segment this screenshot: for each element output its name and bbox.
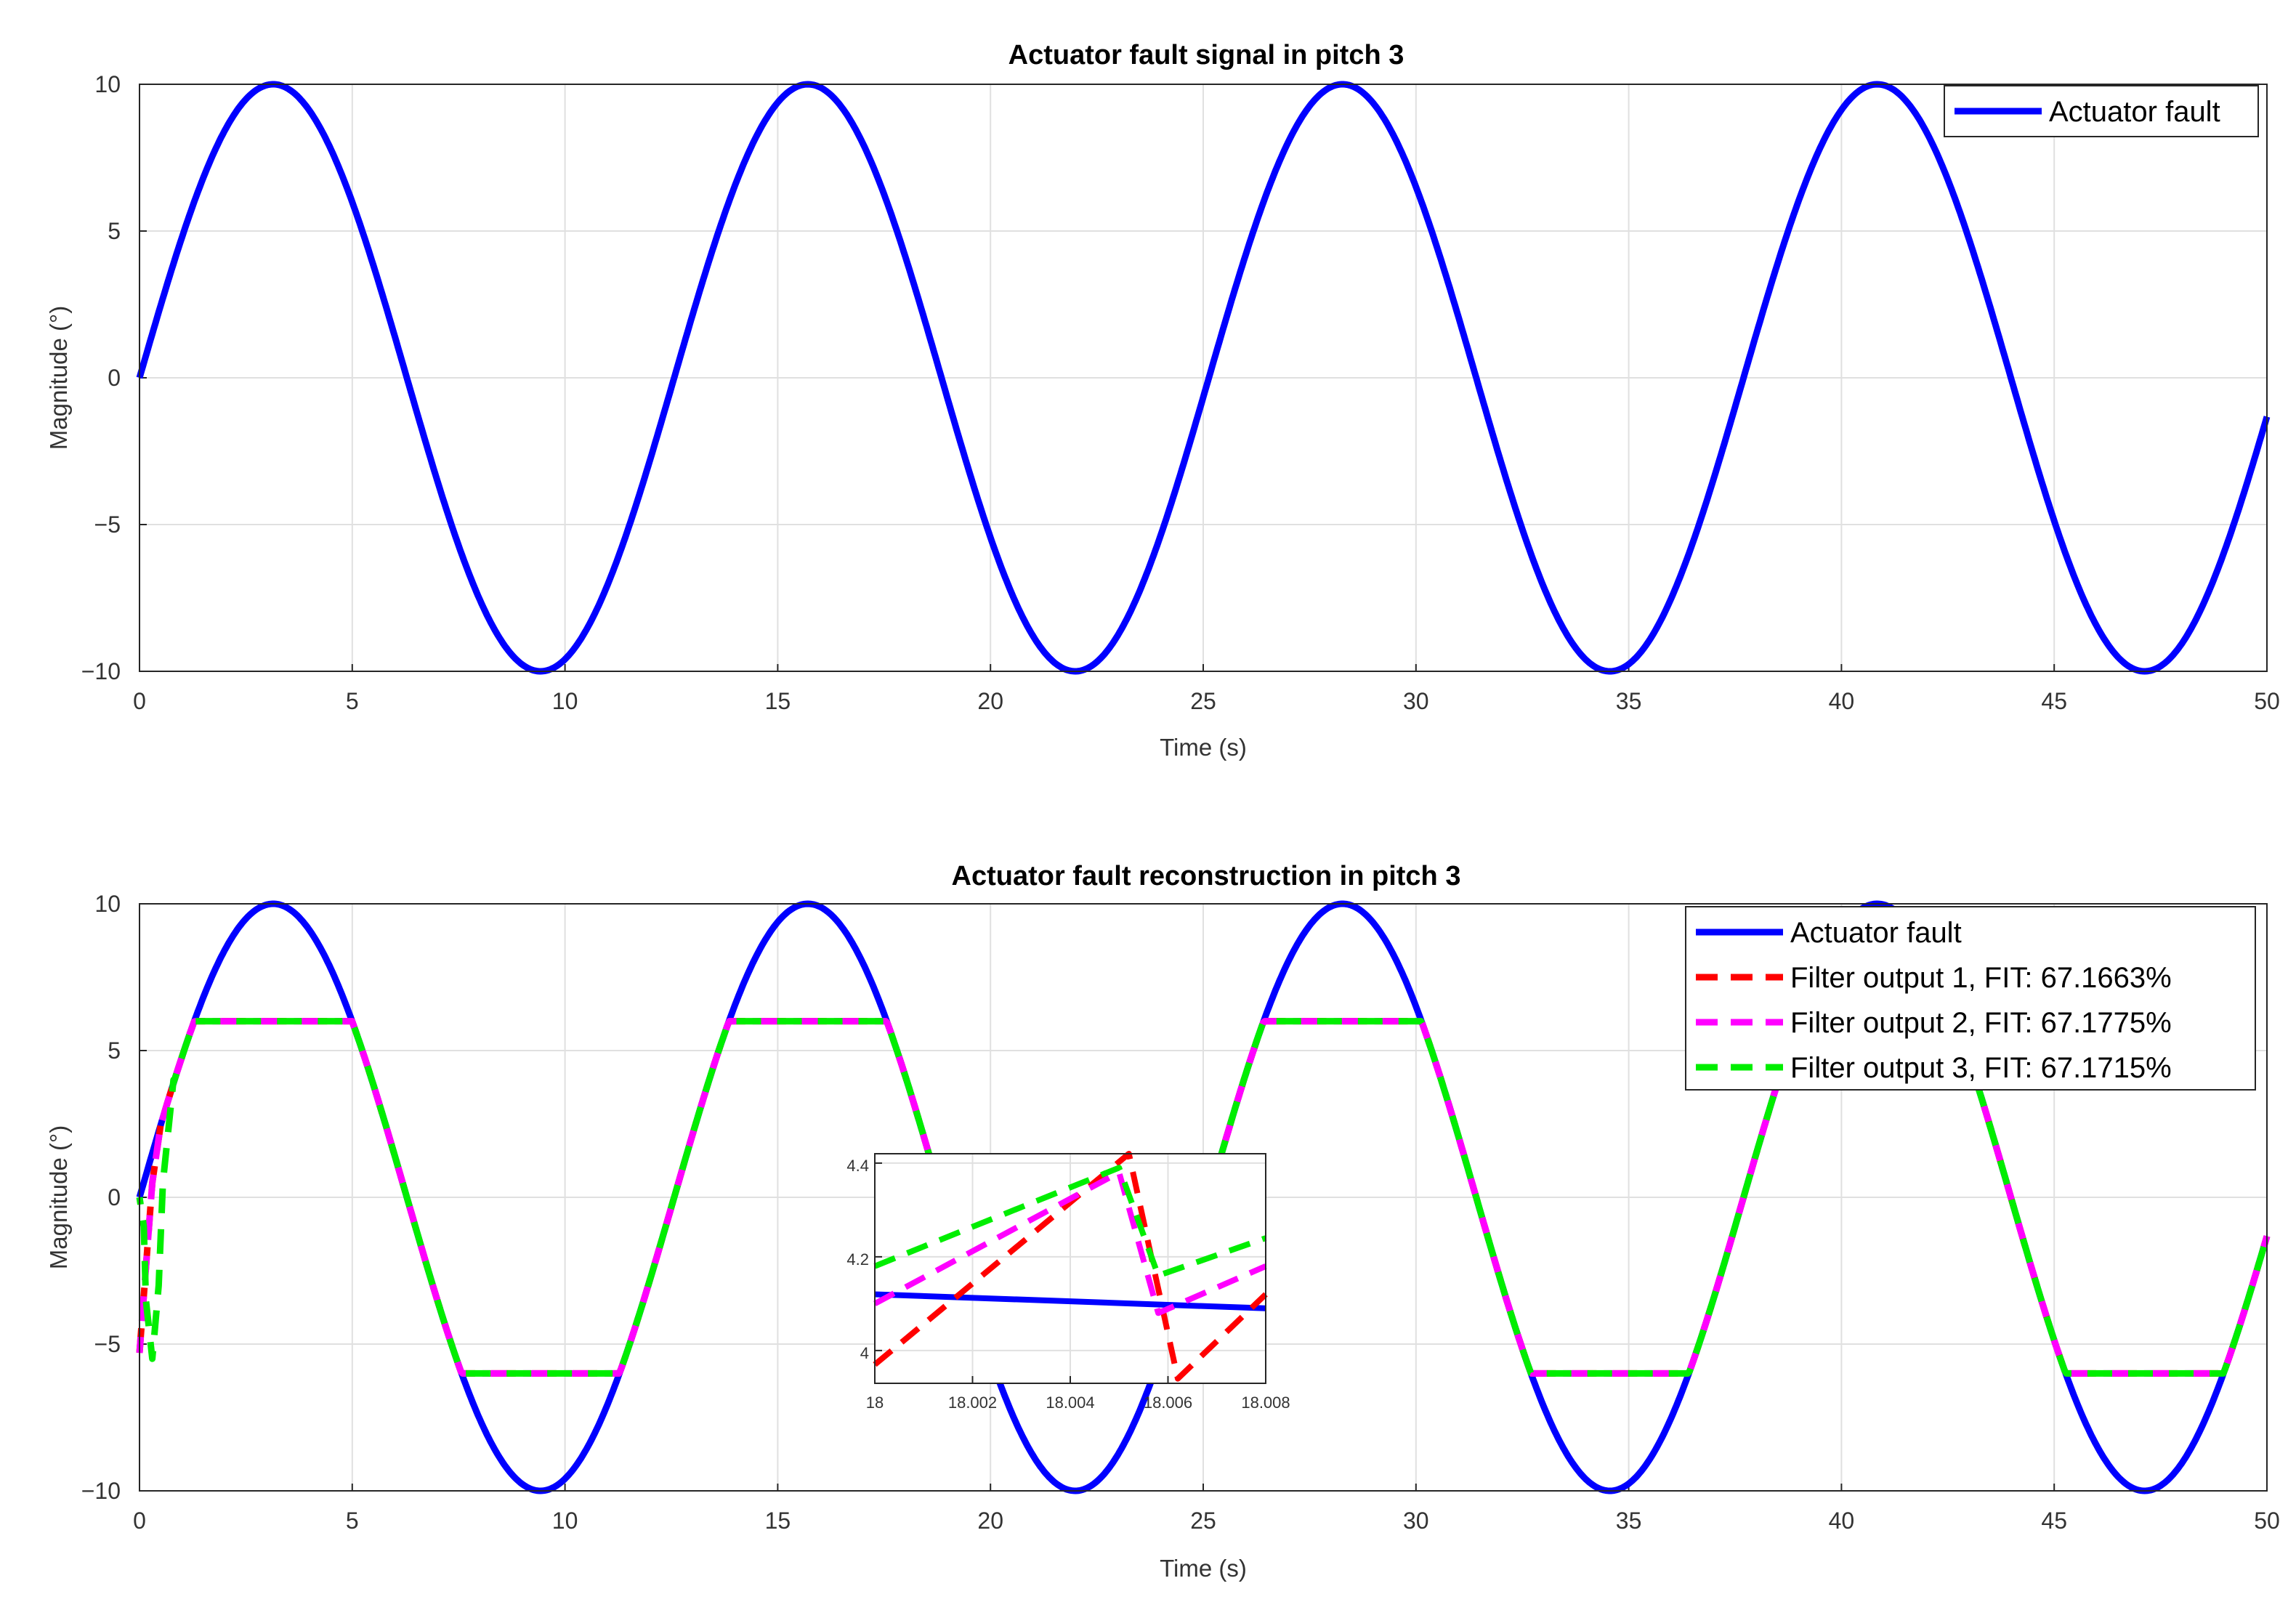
inset-axes-box [874, 1153, 1266, 1384]
inset-y-tick-label: 4 [860, 1344, 869, 1362]
plot2-x-tick-label: 40 [1829, 1508, 1855, 1534]
plot2-y-tick-label: 10 [94, 891, 121, 917]
plot2-legend-label-filter-output-2: Filter output 2, FIT: 67.1775% [1790, 1007, 2172, 1039]
plot2-axes-box [139, 903, 2268, 1492]
plot2-y-tick-label: −5 [94, 1331, 121, 1357]
plot2-y-tick-label: 5 [108, 1037, 121, 1064]
plot2-y-tick-labels: −10 −5 0 5 10 [81, 891, 121, 1504]
plot1-legend: Actuator fault [1944, 85, 2259, 137]
plot1-x-axis-label: Time (s) [1160, 734, 1247, 761]
inset-series [873, 1151, 1268, 1382]
plot2-x-tick-label: 15 [765, 1508, 791, 1534]
inset-x-tick-labels: 18 18.002 18.004 18.006 18.008 [866, 1393, 1290, 1412]
plot1-x-tick-label: 5 [346, 688, 359, 714]
plot2-x-tick-label: 10 [552, 1508, 578, 1534]
plot2-legend: Actuator fault Filter output 1, FIT: 67.… [1685, 906, 2256, 1091]
plot2-title: Actuator fault reconstruction in pitch 3 [952, 861, 1461, 891]
plot2-x-tick-label: 35 [1616, 1508, 1642, 1534]
inset-x-tick-label: 18 [866, 1393, 884, 1412]
plot1-series [136, 81, 2271, 675]
inset-x-tick-label: 18.002 [948, 1393, 997, 1412]
plot1-x-tick-label: 35 [1616, 688, 1642, 714]
plot2-legend-label-filter-output-1: Filter output 1, FIT: 67.1663% [1790, 962, 2172, 994]
plot1-title: Actuator fault signal in pitch 3 [1008, 40, 1404, 70]
inset-x-tick-label: 18.006 [1144, 1393, 1192, 1412]
plot2-x-tick-label: 20 [977, 1508, 1003, 1534]
plot2-x-tick-label: 45 [2041, 1508, 2067, 1534]
plot2-inset-zoom: 18 18.002 18.004 18.006 18.008 4 4.2 4.4 [846, 1151, 1290, 1412]
plot1-y-tick-label: −5 [94, 511, 121, 538]
inset-filter-output-2-line [873, 1169, 1267, 1316]
plot-actuator-fault-reconstruction: Actuator fault reconstruction in pitch 3… [45, 861, 2280, 1582]
plot1-y-tick-labels: −10 −5 0 5 10 [81, 71, 121, 684]
plot-actuator-fault-signal: Actuator fault signal in pitch 3 0 5 10 15 2… [45, 40, 2280, 761]
plot1-y-tick-label: −10 [81, 658, 121, 684]
plot2-x-tick-label: 0 [133, 1508, 146, 1534]
plot1-x-tick-label: 50 [2254, 688, 2280, 714]
plot1-x-tick-label: 30 [1403, 688, 1429, 714]
plot2-y-axis-label: Magnitude (°) [45, 1125, 72, 1269]
plot2-x-tick-label: 50 [2254, 1508, 2280, 1534]
plot2-x-tick-label: 25 [1190, 1508, 1216, 1534]
plot1-y-tick-label: 10 [94, 71, 121, 97]
plot2-y-tick-label: 0 [108, 1184, 121, 1210]
plot2-legend-box [1685, 906, 2256, 1091]
inset-x-tick-label: 18.008 [1241, 1393, 1290, 1412]
plot2-x-axis-label: Time (s) [1160, 1555, 1247, 1582]
plot1-legend-label-actuator-fault: Actuator fault [2049, 96, 2220, 128]
plot1-x-tick-label: 0 [133, 688, 146, 714]
plot1-x-tick-labels: 0 5 10 15 20 25 30 35 40 45 50 [133, 688, 2280, 714]
plot1-x-tick-label: 45 [2041, 688, 2067, 714]
plot1-x-tick-label: 20 [977, 688, 1003, 714]
plot1-x-tick-label: 40 [1829, 688, 1855, 714]
plot1-x-tick-label: 25 [1190, 688, 1216, 714]
plot1-y-tick-label: 5 [108, 218, 121, 244]
plot2-x-tick-label: 30 [1403, 1508, 1429, 1534]
plot2-legend-label-actuator-fault: Actuator fault [1790, 917, 1962, 949]
inset-actuator-fault-line [874, 1291, 1266, 1311]
plot1-axes-box [139, 84, 2268, 672]
plot1-x-tick-label: 10 [552, 688, 578, 714]
plot1-y-axis-label: Magnitude (°) [45, 306, 72, 450]
plot2-x-tick-labels: 0 5 10 15 20 25 30 35 40 45 50 [133, 1508, 2280, 1534]
inset-y-tick-labels: 4 4.2 4.4 [846, 1157, 869, 1362]
plot2-x-tick-label: 5 [346, 1508, 359, 1534]
plot1-x-tick-label: 15 [765, 688, 791, 714]
inset-y-tick-label: 4.2 [846, 1250, 869, 1269]
plot1-y-tick-label: 0 [108, 365, 121, 391]
plot2-legend-label-filter-output-3: Filter output 3, FIT: 67.1715% [1790, 1052, 2172, 1084]
series-actuator-fault-line [136, 81, 2271, 675]
plot2-y-tick-label: −10 [81, 1478, 121, 1504]
inset-x-tick-label: 18.004 [1046, 1393, 1094, 1412]
inset-y-tick-label: 4.4 [846, 1157, 869, 1175]
inset-filter-output-3-line [873, 1165, 1267, 1279]
